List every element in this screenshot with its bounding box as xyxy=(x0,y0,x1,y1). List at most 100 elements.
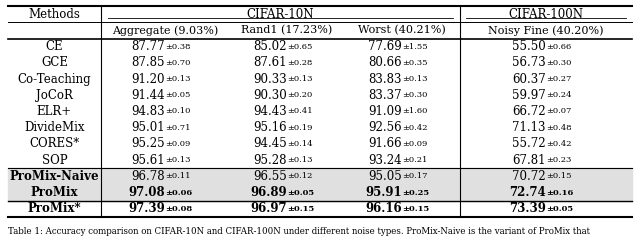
Text: 95.16: 95.16 xyxy=(253,121,287,134)
Text: ±0.13: ±0.13 xyxy=(402,75,428,83)
Text: 95.01: 95.01 xyxy=(131,121,165,134)
Text: 73.39: 73.39 xyxy=(509,202,546,215)
Text: 91.66: 91.66 xyxy=(368,137,402,150)
Text: 85.02: 85.02 xyxy=(253,40,287,53)
Text: 90.33: 90.33 xyxy=(253,73,287,86)
Text: ±0.11: ±0.11 xyxy=(165,172,191,180)
Text: ±0.48: ±0.48 xyxy=(546,124,572,132)
Text: ±0.24: ±0.24 xyxy=(546,91,572,99)
Text: 55.72: 55.72 xyxy=(512,137,546,150)
Text: ±0.07: ±0.07 xyxy=(546,108,572,115)
Text: Table 1: Accuracy comparison on CIFAR-10N and CIFAR-100N under different noise t: Table 1: Accuracy comparison on CIFAR-10… xyxy=(8,227,589,236)
Text: ±0.41: ±0.41 xyxy=(287,108,312,115)
Text: ±0.70: ±0.70 xyxy=(165,59,191,67)
Text: 92.56: 92.56 xyxy=(368,121,402,134)
Text: ±0.28: ±0.28 xyxy=(287,59,312,67)
Text: Co-Teaching: Co-Teaching xyxy=(17,73,92,86)
Text: Rand1 (17.23%): Rand1 (17.23%) xyxy=(241,25,332,36)
Text: 83.37: 83.37 xyxy=(368,89,402,102)
Text: ±1.60: ±1.60 xyxy=(402,108,428,115)
Text: ±0.27: ±0.27 xyxy=(546,75,572,83)
Text: 91.44: 91.44 xyxy=(131,89,165,102)
Text: 71.13: 71.13 xyxy=(513,121,546,134)
Text: ±0.13: ±0.13 xyxy=(287,156,312,164)
Text: 80.66: 80.66 xyxy=(368,56,402,69)
Text: ±0.42: ±0.42 xyxy=(546,140,572,148)
Text: 96.78: 96.78 xyxy=(131,170,165,183)
Text: ProMix*: ProMix* xyxy=(28,202,81,215)
Text: 91.20: 91.20 xyxy=(132,73,165,86)
Text: ±0.05: ±0.05 xyxy=(546,205,573,213)
Text: ±0.16: ±0.16 xyxy=(546,188,573,196)
Text: CIFAR-100N: CIFAR-100N xyxy=(508,8,584,21)
Text: ±0.21: ±0.21 xyxy=(402,156,428,164)
Text: 95.05: 95.05 xyxy=(368,170,402,183)
Text: ±0.15: ±0.15 xyxy=(546,172,572,180)
Text: ±0.15: ±0.15 xyxy=(402,205,429,213)
Text: 94.43: 94.43 xyxy=(253,105,287,118)
Text: 96.89: 96.89 xyxy=(250,186,287,199)
Text: ±0.65: ±0.65 xyxy=(287,43,312,51)
Text: 97.39: 97.39 xyxy=(129,202,165,215)
Text: 93.24: 93.24 xyxy=(368,154,402,167)
Text: 87.85: 87.85 xyxy=(132,56,165,69)
Text: SOP: SOP xyxy=(42,154,67,167)
Text: ±0.09: ±0.09 xyxy=(402,140,428,148)
Text: 91.09: 91.09 xyxy=(368,105,402,118)
Text: ±0.19: ±0.19 xyxy=(287,124,312,132)
Text: ±0.12: ±0.12 xyxy=(287,172,312,180)
Text: 66.72: 66.72 xyxy=(512,105,546,118)
Text: 95.61: 95.61 xyxy=(131,154,165,167)
Text: 59.97: 59.97 xyxy=(512,89,546,102)
Text: ±0.08: ±0.08 xyxy=(165,205,193,213)
Text: ±0.20: ±0.20 xyxy=(287,91,312,99)
Text: ±0.17: ±0.17 xyxy=(402,172,428,180)
Text: ±0.13: ±0.13 xyxy=(287,75,312,83)
Text: 83.83: 83.83 xyxy=(369,73,402,86)
Text: ±1.55: ±1.55 xyxy=(402,43,428,51)
Bar xyxy=(8,184,632,201)
Text: GCE: GCE xyxy=(41,56,68,69)
Text: DivideMix: DivideMix xyxy=(24,121,84,134)
Text: Noisy Fine (40.20%): Noisy Fine (40.20%) xyxy=(488,25,604,36)
Text: CIFAR-10N: CIFAR-10N xyxy=(246,8,314,21)
Text: ProMix-Naive: ProMix-Naive xyxy=(10,170,99,183)
Text: CORES*: CORES* xyxy=(29,137,79,150)
Text: 94.45: 94.45 xyxy=(253,137,287,150)
Text: 95.25: 95.25 xyxy=(131,137,165,150)
Text: 67.81: 67.81 xyxy=(513,154,546,167)
Text: 95.91: 95.91 xyxy=(365,186,402,199)
Text: CE: CE xyxy=(45,40,63,53)
Text: Methods: Methods xyxy=(28,8,81,21)
Text: 56.73: 56.73 xyxy=(512,56,546,69)
Text: 77.69: 77.69 xyxy=(368,40,402,53)
Bar xyxy=(8,168,632,184)
Text: 70.72: 70.72 xyxy=(512,170,546,183)
Text: ±0.23: ±0.23 xyxy=(546,156,572,164)
Text: 55.50: 55.50 xyxy=(512,40,546,53)
Text: ±0.42: ±0.42 xyxy=(402,124,428,132)
Text: ±0.05: ±0.05 xyxy=(287,188,314,196)
Text: 94.83: 94.83 xyxy=(131,105,165,118)
Text: ±0.06: ±0.06 xyxy=(165,188,193,196)
Text: 87.77: 87.77 xyxy=(131,40,165,53)
Text: ±0.13: ±0.13 xyxy=(165,75,191,83)
Text: 90.30: 90.30 xyxy=(253,89,287,102)
Text: ±0.09: ±0.09 xyxy=(165,140,191,148)
Text: ±0.05: ±0.05 xyxy=(165,91,191,99)
Text: 72.74: 72.74 xyxy=(509,186,546,199)
Text: Aggregate (9.03%): Aggregate (9.03%) xyxy=(112,25,218,36)
Text: JoCoR: JoCoR xyxy=(36,89,73,102)
Text: ±0.30: ±0.30 xyxy=(402,91,428,99)
Text: 87.61: 87.61 xyxy=(253,56,287,69)
Text: 95.28: 95.28 xyxy=(253,154,287,167)
Text: ±0.10: ±0.10 xyxy=(165,108,191,115)
Text: 97.08: 97.08 xyxy=(129,186,165,199)
Text: ELR+: ELR+ xyxy=(37,105,72,118)
Text: ±0.14: ±0.14 xyxy=(287,140,312,148)
Text: ProMix: ProMix xyxy=(31,186,78,199)
Text: ±0.30: ±0.30 xyxy=(546,59,572,67)
Text: 60.37: 60.37 xyxy=(512,73,546,86)
Text: 96.97: 96.97 xyxy=(250,202,287,215)
Text: 96.16: 96.16 xyxy=(365,202,402,215)
